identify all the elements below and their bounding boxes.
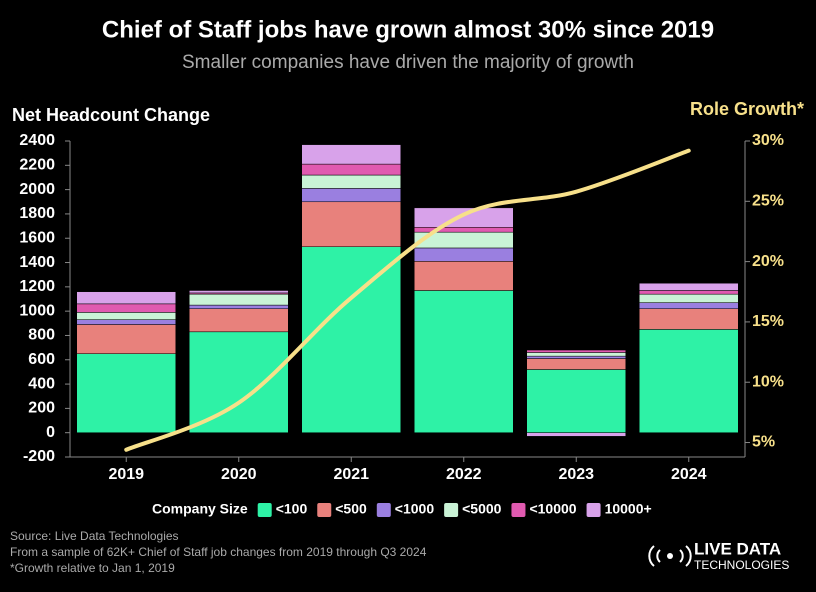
bar-segment <box>76 353 176 433</box>
logo-icon <box>648 545 692 567</box>
bar-segment <box>301 246 401 433</box>
bar-segment <box>76 324 176 354</box>
bar-segment <box>301 188 401 203</box>
bar-segment <box>639 308 739 330</box>
bar-segment <box>76 312 176 320</box>
legend-label: <1000 <box>395 501 435 517</box>
bar-segment <box>76 291 176 305</box>
bar-segment <box>639 293 739 303</box>
y-tick-label: 0 <box>46 424 55 441</box>
bar-segment <box>414 207 514 228</box>
y-tick-label: 2400 <box>19 132 55 149</box>
bar-segment <box>414 261 514 291</box>
legend-label: <500 <box>335 501 367 517</box>
y-tick-label: 600 <box>28 351 55 368</box>
legend-label: 10000+ <box>605 501 652 517</box>
bar-segment <box>76 303 176 313</box>
x-tick-label: 2019 <box>108 466 144 483</box>
logo-text: LIVE DATA <box>694 539 781 558</box>
y-tick-label: 2200 <box>19 157 55 174</box>
y2-tick-label: 30% <box>752 132 784 149</box>
y2-tick-label: 20% <box>752 253 784 270</box>
legend-label: <100 <box>276 501 308 517</box>
bar-segment <box>639 282 739 291</box>
bar-segment <box>639 302 739 309</box>
y2-axis-label: Role Growth* <box>690 99 804 119</box>
x-tick-label: 2021 <box>333 466 369 483</box>
bar-segment <box>526 358 626 370</box>
legend-label: <10000 <box>529 501 576 517</box>
y-tick-label: 800 <box>28 327 55 344</box>
legend-swatch <box>511 503 526 517</box>
bar-segment <box>526 432 626 437</box>
bar-segment <box>301 163 401 176</box>
source-note: From a sample of 62K+ Chief of Staff job… <box>10 545 427 559</box>
bar-segment <box>639 329 739 433</box>
bar-segment <box>526 369 626 433</box>
y2-tick-label: 5% <box>752 434 775 451</box>
chart-subtitle: Smaller companies have driven the majori… <box>182 52 634 73</box>
source-note: *Growth relative to Jan 1, 2019 <box>10 561 175 575</box>
legend-swatch <box>317 503 332 517</box>
y2-tick-label: 10% <box>752 373 784 390</box>
y2-tick-label: 25% <box>752 193 784 210</box>
bar-segment <box>414 290 514 433</box>
bar-segment <box>189 304 289 309</box>
bar-segment <box>414 227 514 233</box>
bar-segment <box>639 290 739 295</box>
bar-segment <box>301 174 401 189</box>
logo-dot <box>667 553 673 559</box>
y-axis-label: Net Headcount Change <box>12 105 210 125</box>
y-tick-label: 1200 <box>19 278 55 295</box>
x-tick-label: 2023 <box>558 466 594 483</box>
y-tick-label: 1600 <box>19 229 55 246</box>
legend-swatch <box>586 503 601 517</box>
y-tick-label: -200 <box>23 448 55 465</box>
y-tick-label: 1400 <box>19 254 55 271</box>
x-tick-label: 2022 <box>446 466 482 483</box>
y-tick-label: 400 <box>28 375 55 392</box>
x-tick-label: 2020 <box>221 466 257 483</box>
chart-title: Chief of Staff jobs have grown almost 30… <box>102 16 714 43</box>
y-tick-label: 200 <box>28 400 55 417</box>
bar-segment <box>189 331 289 433</box>
bar-segment <box>189 293 289 306</box>
bar-segment <box>414 247 514 262</box>
growth-line <box>124 148 691 452</box>
bar-segment <box>189 290 289 294</box>
y-tick-label: 1800 <box>19 205 55 222</box>
logo-subtext: TECHNOLOGIES <box>694 558 789 572</box>
bar-segment <box>301 201 401 247</box>
x-tick-label: 2024 <box>671 466 707 483</box>
bar-segment <box>526 355 626 359</box>
legend-swatch <box>376 503 391 517</box>
bar-segment <box>301 144 401 165</box>
y2-tick-label: 15% <box>752 313 784 330</box>
legend-swatch <box>444 503 459 517</box>
logo: LIVE DATA TECHNOLOGIES <box>648 539 789 572</box>
bar-segment <box>76 319 176 325</box>
legend-label: <5000 <box>462 501 502 517</box>
legend-swatch <box>257 503 272 517</box>
y-tick-label: 2000 <box>19 181 55 198</box>
y-tick-label: 1000 <box>19 302 55 319</box>
legend-title: Company Size <box>152 501 248 517</box>
bar-segment <box>526 349 626 353</box>
bar-segment <box>526 352 626 357</box>
source-note: Source: Live Data Technologies <box>10 529 179 543</box>
bar-segment <box>189 308 289 333</box>
